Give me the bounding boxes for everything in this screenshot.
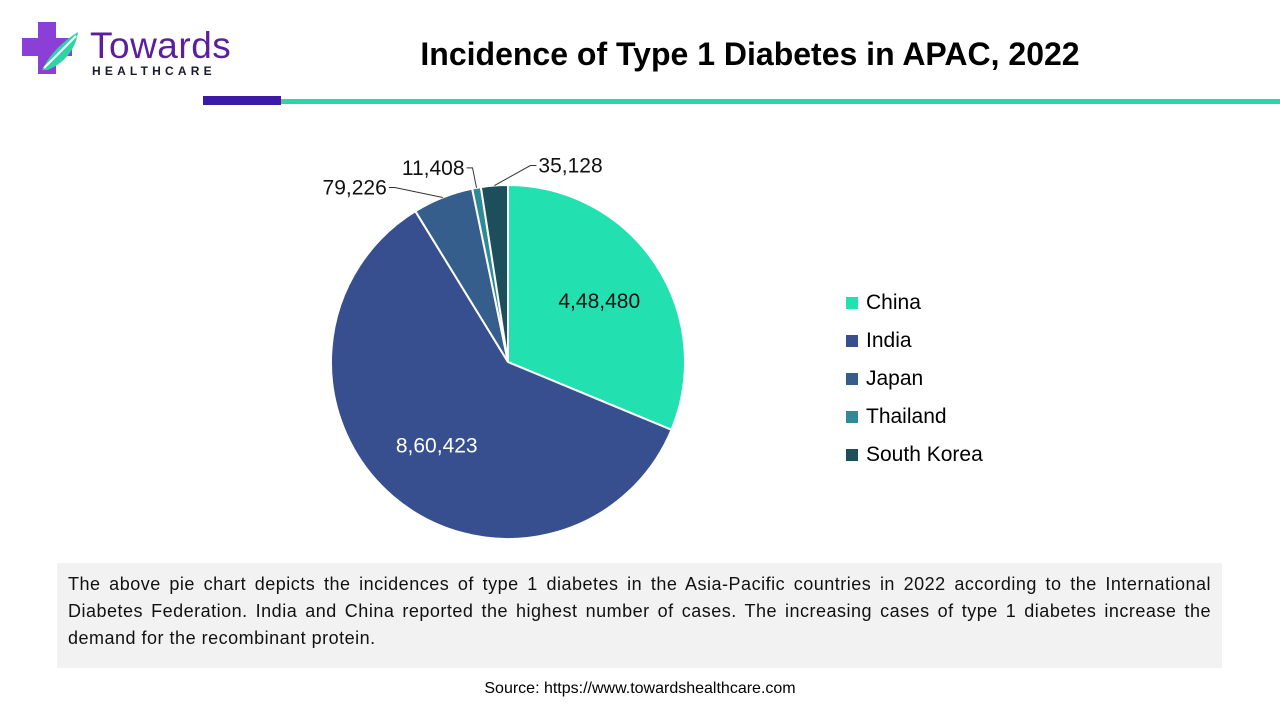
legend-item-south-korea: South Korea xyxy=(846,436,983,474)
data-label-china: 4,48,480 xyxy=(558,290,640,313)
source-note: Source: https://www.towardshealthcare.co… xyxy=(484,680,796,697)
legend-swatch xyxy=(846,411,858,423)
chart-legend: China India Japan Thailand South Korea xyxy=(846,284,983,474)
legend-swatch xyxy=(846,335,858,347)
header-rule xyxy=(281,99,1280,104)
legend-label: Thailand xyxy=(866,405,947,428)
pie-slice-india xyxy=(330,209,673,540)
data-label-thailand: 11,408 xyxy=(402,157,465,180)
legend-item-china: China xyxy=(846,284,983,322)
data-label-japan: 79,226 xyxy=(323,176,387,199)
pie-slice-china xyxy=(507,183,686,432)
leader-line-south-korea xyxy=(494,165,537,186)
medical-cross-icon xyxy=(22,22,78,74)
legend-swatch xyxy=(846,449,858,461)
legend-label: South Korea xyxy=(866,443,983,466)
legend-item-thailand: Thailand xyxy=(846,398,983,436)
leader-line-japan xyxy=(388,186,443,198)
header-rule-accent xyxy=(203,96,281,105)
brand-logo: Towards HEALTHCARE xyxy=(20,18,240,82)
legend-label: India xyxy=(866,329,912,352)
legend-item-japan: Japan xyxy=(846,360,983,398)
chart-description: The above pie chart depicts the incidenc… xyxy=(57,563,1222,668)
legend-swatch xyxy=(846,373,858,385)
data-label-south-korea: 35,128 xyxy=(538,155,602,178)
legend-swatch xyxy=(846,297,858,309)
brand-tagline: HEALTHCARE xyxy=(92,64,216,78)
legend-label: Japan xyxy=(866,367,924,390)
pie-chart: 4,48,480 8,60,423 79,226 11,408 35,128 xyxy=(323,155,686,540)
data-label-india: 8,60,423 xyxy=(396,434,478,457)
leader-line-thailand xyxy=(466,167,478,188)
legend-label: China xyxy=(866,291,921,314)
page-title: Incidence of Type 1 Diabetes in APAC, 20… xyxy=(420,36,1080,72)
brand-name: Towards xyxy=(90,25,232,66)
legend-item-india: India xyxy=(846,322,983,360)
